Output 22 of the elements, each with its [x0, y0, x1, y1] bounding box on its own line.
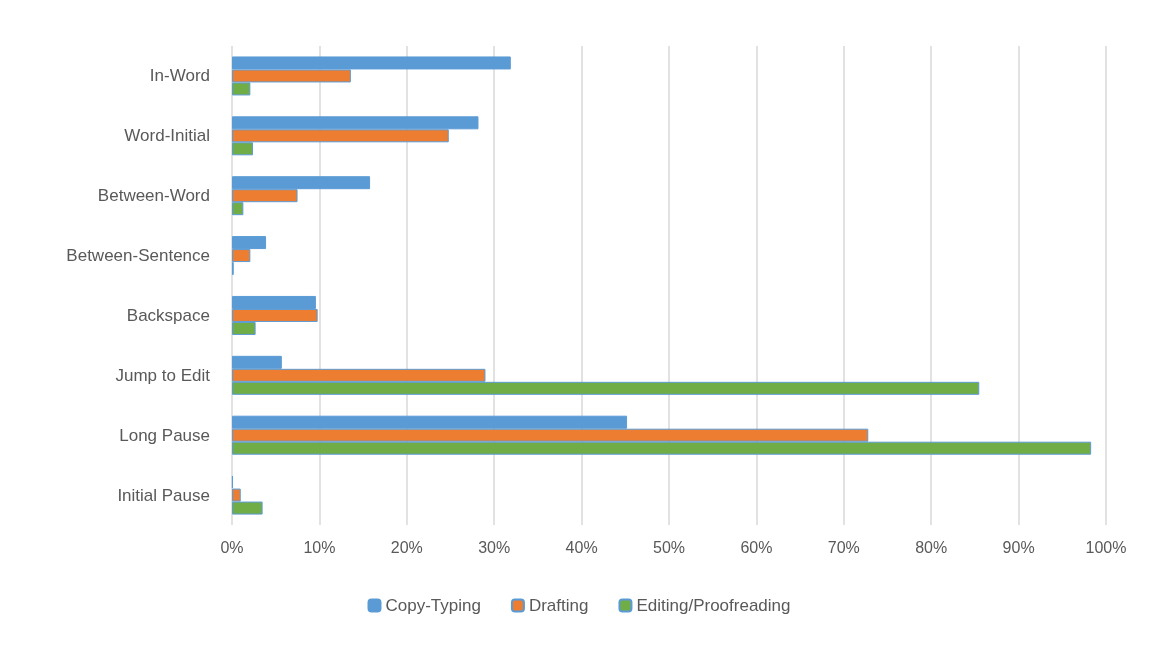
x-tick-label: 0% — [220, 538, 244, 556]
legend-label: Copy-Typing — [385, 596, 481, 615]
y-tick-label: In-Word — [149, 66, 210, 86]
y-tick-label: Jump to Edit — [115, 365, 211, 385]
x-tick-label: 60% — [740, 538, 773, 556]
x-tick-label: 10% — [303, 538, 336, 556]
legend-label: Drafting — [528, 596, 589, 615]
y-tick-label: Long Pause — [119, 425, 210, 445]
x-tick-label: 80% — [915, 538, 948, 556]
x-tick-label: 40% — [565, 538, 598, 556]
y-tick-label: Word-Initial — [124, 126, 210, 146]
x-tick-label: 50% — [652, 538, 686, 556]
x-tick-label: 100% — [1085, 538, 1127, 556]
y-tick-label: Initial Pause — [117, 485, 210, 505]
legend-label: Editing/Proofreading — [636, 596, 791, 615]
x-tick-label: 70% — [827, 538, 860, 556]
x-tick-label: 30% — [478, 538, 511, 556]
y-tick-label: Between-Sentence — [66, 246, 210, 266]
y-tick-label: Between-Word — [97, 186, 210, 206]
x-tick-label: 20% — [390, 538, 423, 556]
x-tick-label: 90% — [1002, 538, 1035, 556]
y-tick-label: Backspace — [126, 305, 210, 325]
